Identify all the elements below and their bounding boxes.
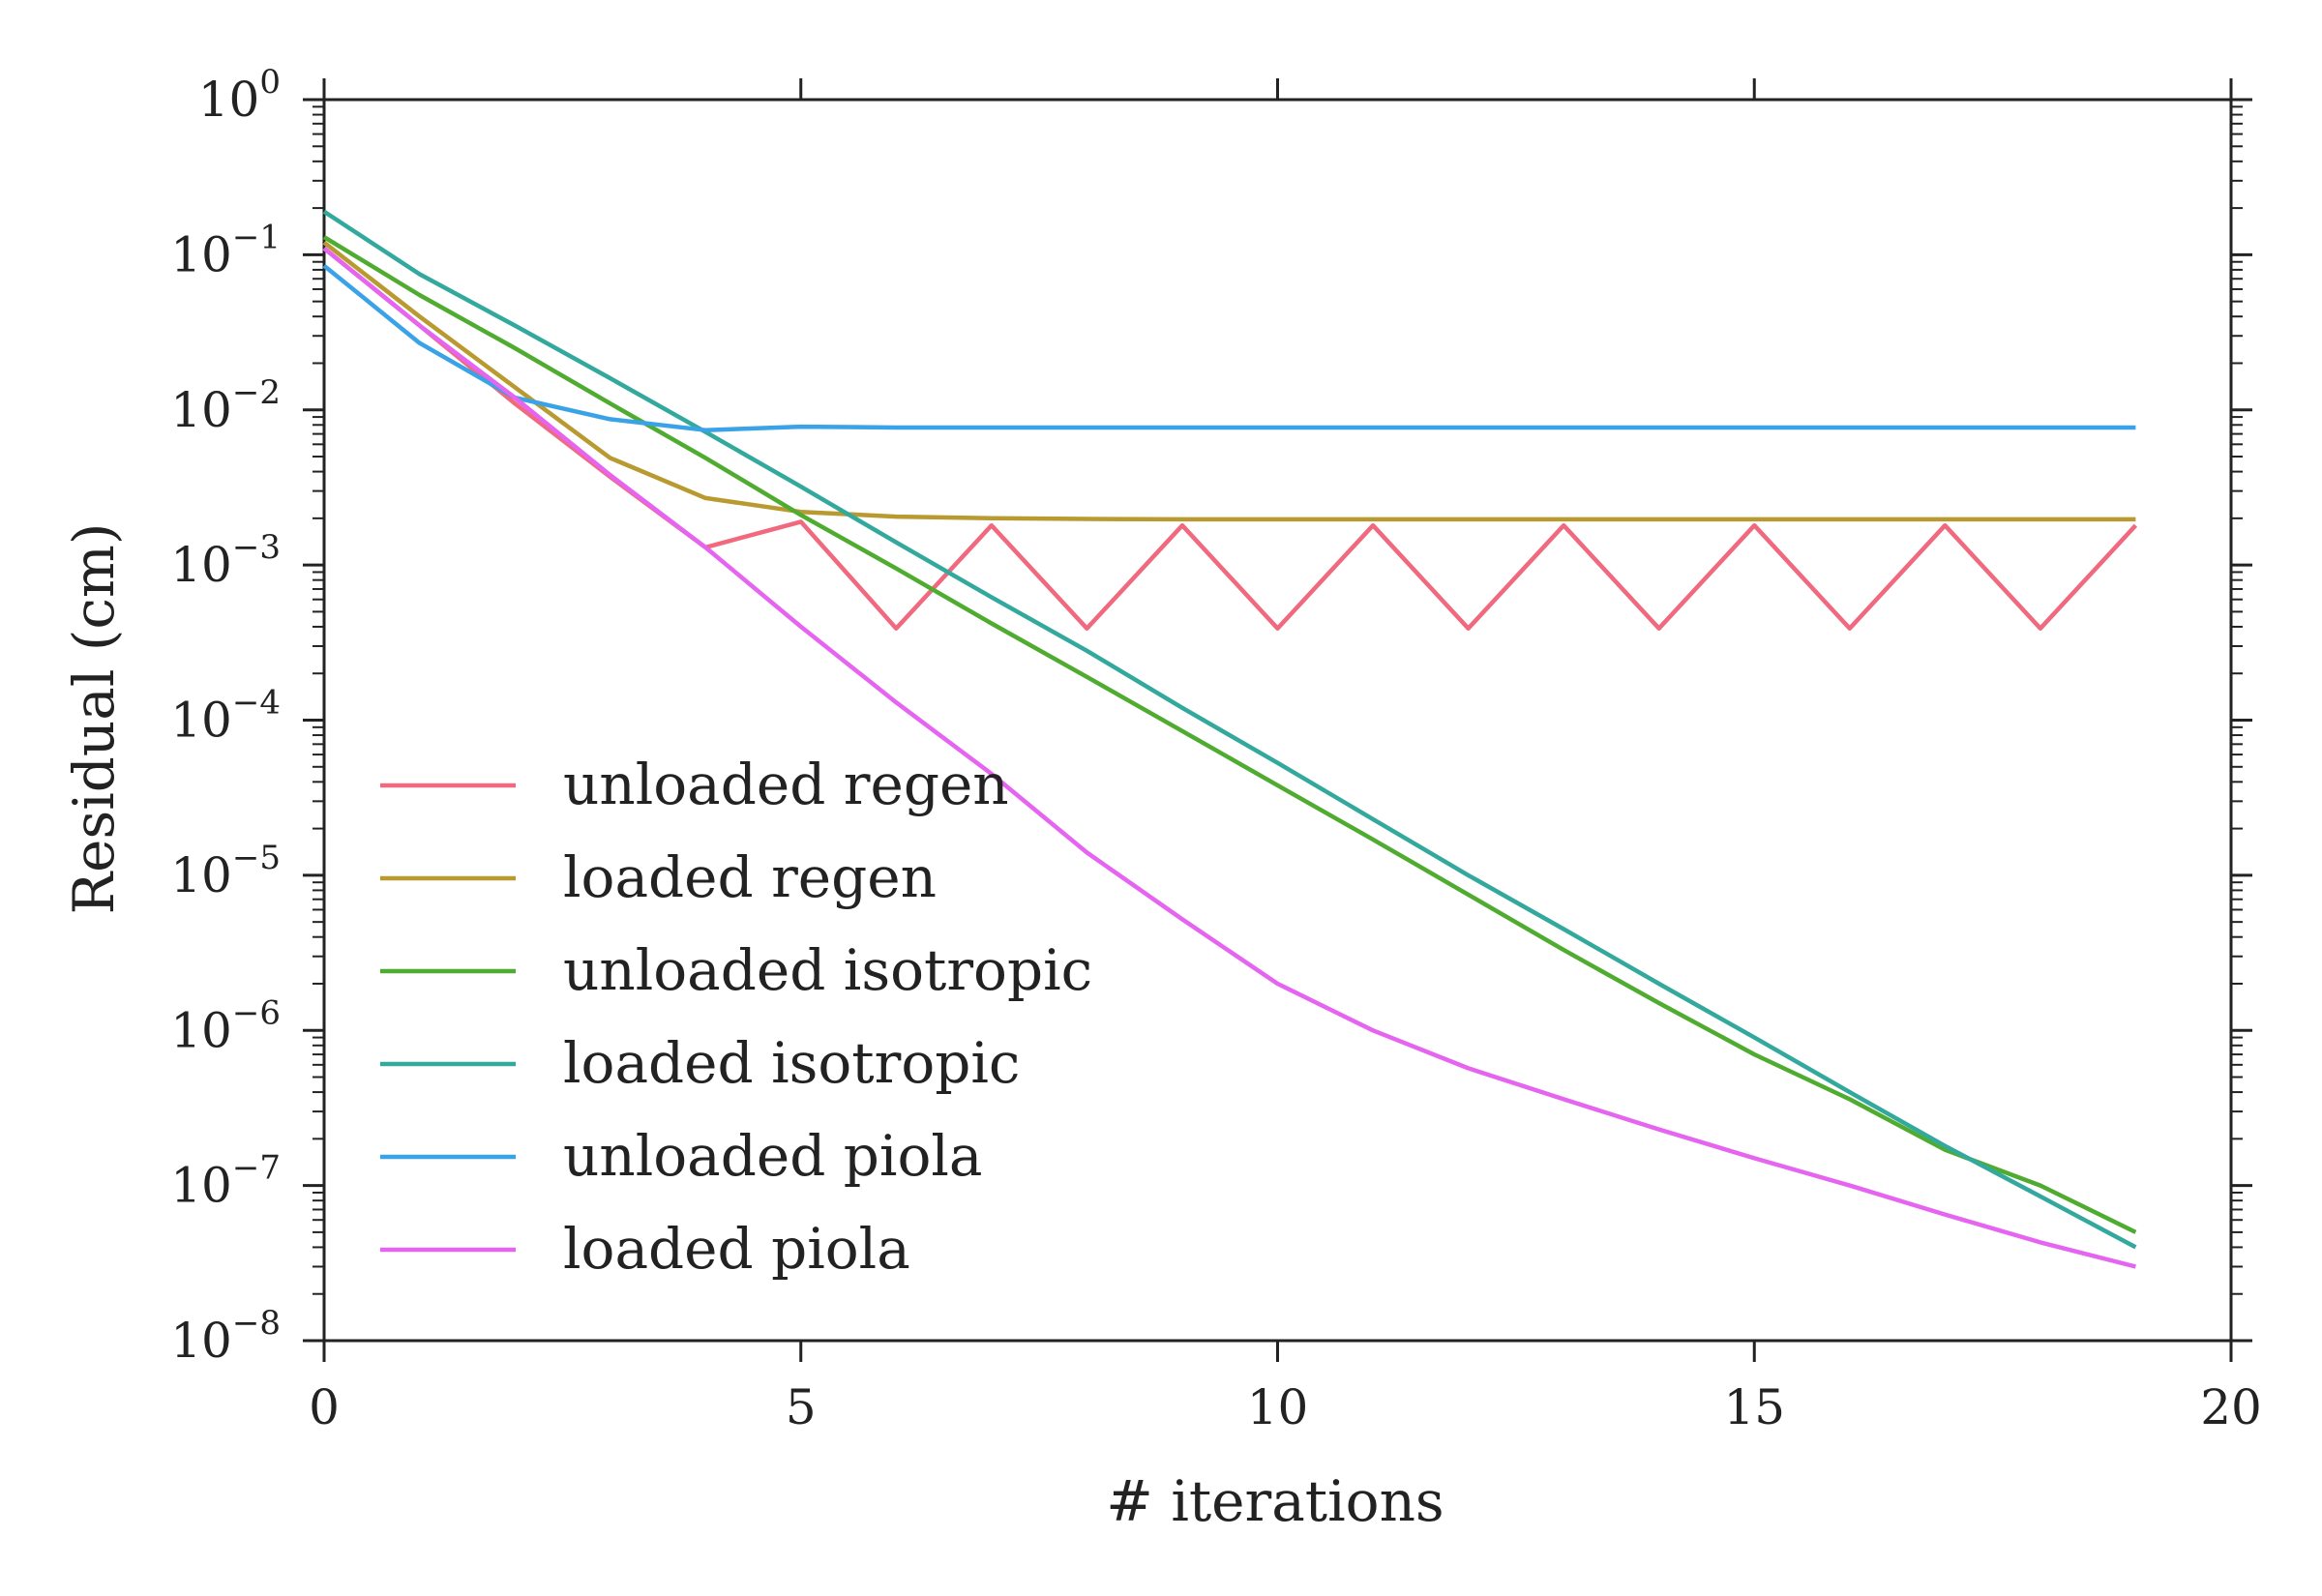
y-tick-label: 10−2 [170, 373, 281, 438]
x-tick-label: 10 [1247, 1379, 1309, 1435]
y-axis-title: Residual (cm) [61, 522, 127, 914]
x-tick-label: 20 [2200, 1379, 2262, 1435]
plot-axes: 0 5 10 15 20 100 10−1 10−2 10−3 10−4 10−5 10−6 10−7 1… [170, 63, 2262, 1435]
series-line-loaded-piola [322, 246, 2136, 1269]
y-tick-label: 100 [198, 63, 281, 128]
legend-label: loaded regen [563, 844, 937, 910]
legend-label: loaded isotropic [563, 1030, 1020, 1096]
y-tick-label: 10−1 [170, 218, 281, 282]
series-line-unloaded-piola [322, 263, 2136, 432]
x-tick-label: 5 [786, 1379, 817, 1435]
series-line-unloaded-regen [322, 246, 2138, 631]
legend-label: unloaded regen [563, 752, 1009, 817]
legend-label: unloaded isotropic [563, 937, 1092, 1003]
y-tick-label: 10−8 [170, 1304, 281, 1369]
x-tick-label: 0 [309, 1379, 340, 1435]
y-tick-label: 10−5 [170, 839, 281, 903]
legend-label: unloaded piola [563, 1123, 983, 1189]
series-line-loaded-regen [322, 240, 2136, 522]
y-tick-label: 10−4 [170, 684, 281, 749]
y-tick-label: 10−6 [170, 993, 281, 1058]
series-line-loaded-isotropic [322, 209, 2137, 1250]
x-tick-label: 15 [1723, 1379, 1785, 1435]
series-line-unloaded-isotropic [322, 235, 2137, 1234]
legend-label: loaded piola [563, 1216, 910, 1282]
y-tick-label: 10−3 [170, 528, 281, 593]
y-tick-label: 10−7 [170, 1149, 281, 1214]
series-lines [322, 209, 2138, 1269]
x-axis-title: # iterations [1106, 1468, 1444, 1534]
legend: unloaded regen loaded regen unloaded isotr… [380, 752, 1092, 1282]
